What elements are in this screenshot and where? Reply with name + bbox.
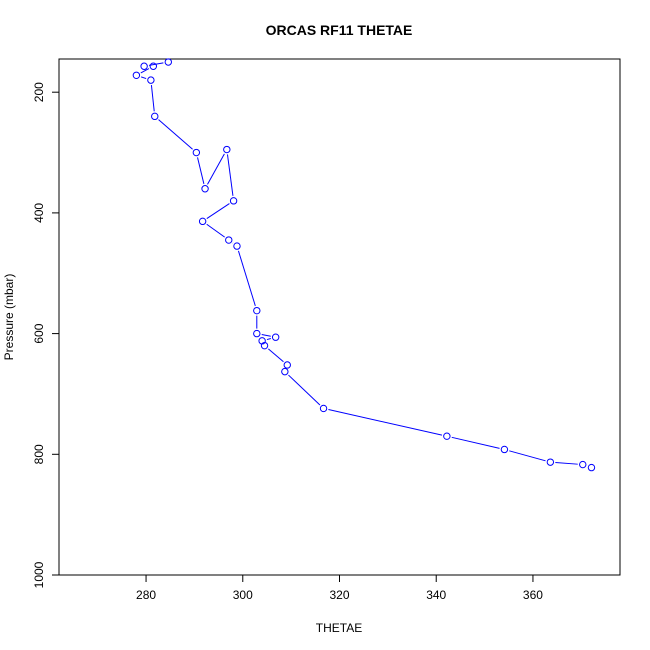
x-tick-label: 340 <box>426 588 446 602</box>
series-segment <box>140 76 147 80</box>
x-tick-label: 300 <box>233 588 253 602</box>
y-axis: 200 400 600 800 1000 <box>32 82 59 588</box>
data-point <box>229 197 238 205</box>
data-point <box>147 76 155 84</box>
data-point <box>225 236 233 244</box>
series-segment <box>197 157 205 185</box>
data-point <box>164 58 172 66</box>
y-tick-label: 200 <box>32 82 46 102</box>
data-point <box>223 145 231 154</box>
x-tick-label: 280 <box>136 588 156 602</box>
data-point <box>319 404 328 413</box>
series-segment <box>451 436 500 449</box>
y-axis-label: Pressure (mbar) <box>2 274 16 361</box>
data-point <box>253 306 261 315</box>
data-point <box>579 460 587 469</box>
data-point <box>192 148 201 157</box>
data-point <box>271 333 280 341</box>
data-point <box>151 112 159 121</box>
x-axis: 280 300 320 340 360 <box>136 575 543 602</box>
series-segment <box>140 68 150 74</box>
y-tick-label: 800 <box>32 444 46 464</box>
y-tick-label: 400 <box>32 203 46 223</box>
series-segment <box>268 348 284 363</box>
series-segment <box>237 250 256 307</box>
series-segment <box>226 154 234 196</box>
y-tick-label: 600 <box>32 323 46 343</box>
data-point <box>140 62 148 70</box>
data-point <box>149 62 158 70</box>
series-segment <box>509 450 546 462</box>
y-tick-label: 1000 <box>32 561 46 588</box>
x-axis-label: THETAE <box>316 621 362 635</box>
data-point <box>201 185 209 193</box>
series-segment <box>206 203 230 219</box>
chart-title: ORCAS RF11 THETAE <box>266 22 413 38</box>
data-point <box>500 445 509 454</box>
series-segment <box>150 85 155 112</box>
series-segment <box>555 462 578 465</box>
series-segment <box>207 153 225 185</box>
data-point <box>198 217 207 226</box>
data-point <box>546 458 555 466</box>
data-point <box>443 432 451 440</box>
data-point <box>132 71 141 79</box>
data-point <box>283 361 291 369</box>
data-point <box>253 329 261 338</box>
data-point <box>260 341 269 350</box>
series-layer <box>132 58 596 472</box>
data-point <box>233 242 241 250</box>
series-segment <box>206 223 225 238</box>
data-point <box>281 367 289 376</box>
series-segment <box>328 409 443 436</box>
data-point <box>587 463 596 472</box>
x-tick-label: 320 <box>329 588 349 602</box>
series-segment <box>158 119 193 150</box>
series-segment <box>288 374 321 406</box>
series-segment <box>266 338 271 341</box>
plot-area <box>58 58 621 576</box>
x-tick-label: 360 <box>523 588 543 602</box>
series-segment <box>261 334 271 337</box>
